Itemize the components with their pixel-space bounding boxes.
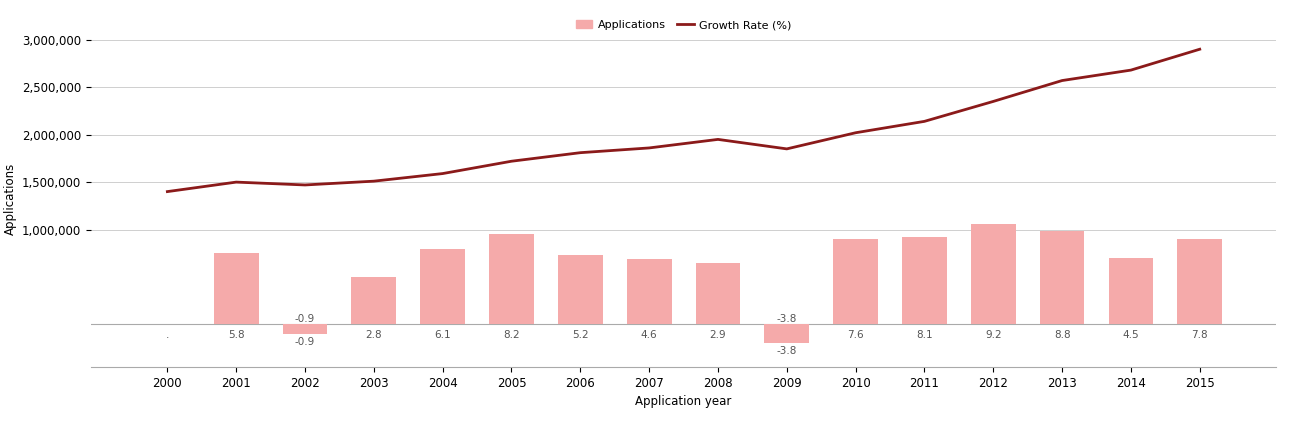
Text: 8.8: 8.8: [1053, 330, 1070, 340]
Y-axis label: Applications: Applications: [4, 162, 17, 235]
Text: .: .: [165, 330, 169, 340]
Text: -0.9: -0.9: [294, 314, 315, 324]
Bar: [971, 224, 1016, 324]
Text: -3.8: -3.8: [776, 314, 797, 324]
Text: 2.9: 2.9: [710, 330, 727, 340]
Bar: [1040, 231, 1085, 324]
Text: 4.5: 4.5: [1122, 330, 1139, 340]
Bar: [421, 248, 465, 324]
Text: 6.1: 6.1: [435, 330, 450, 340]
Text: 9.2: 9.2: [984, 330, 1001, 340]
Bar: [1177, 239, 1223, 324]
Bar: [559, 255, 603, 324]
Text: 5.8: 5.8: [228, 330, 245, 340]
Text: -3.8: -3.8: [776, 346, 797, 356]
Bar: [626, 259, 672, 324]
Bar: [902, 237, 947, 324]
Text: 7.8: 7.8: [1191, 330, 1208, 340]
Bar: [695, 263, 741, 324]
Bar: [764, 324, 809, 343]
Text: 4.6: 4.6: [641, 330, 658, 340]
Bar: [490, 234, 534, 324]
Bar: [833, 239, 878, 324]
Text: 2.8: 2.8: [366, 330, 383, 340]
Text: 7.6: 7.6: [848, 330, 865, 340]
Bar: [1108, 258, 1154, 324]
Text: 8.1: 8.1: [917, 330, 932, 340]
Text: -0.9: -0.9: [294, 337, 315, 347]
Text: 8.2: 8.2: [503, 330, 519, 340]
Bar: [283, 324, 327, 334]
Bar: [352, 277, 396, 324]
Legend: Applications, Growth Rate (%): Applications, Growth Rate (%): [572, 16, 796, 35]
X-axis label: Application year: Application year: [635, 395, 732, 409]
Bar: [214, 253, 259, 324]
Text: 5.2: 5.2: [572, 330, 589, 340]
